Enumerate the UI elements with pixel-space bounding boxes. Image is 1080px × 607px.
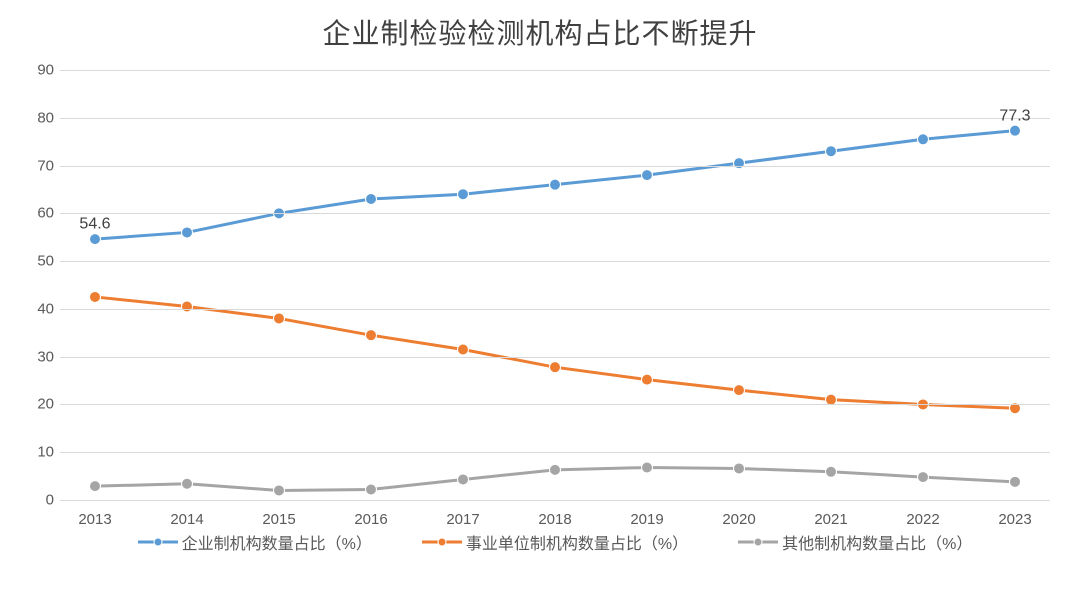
- series-marker: [826, 466, 837, 477]
- series-marker: [1010, 476, 1021, 487]
- grid-line: [60, 261, 1050, 262]
- y-axis-label: 70: [24, 157, 54, 174]
- line-layer: [60, 70, 1050, 500]
- chart-container: 企业制检验检测机构占比不断提升 010203040506070809020132…: [0, 0, 1080, 607]
- series-marker: [642, 374, 653, 385]
- legend-item: 企业制机构数量占比（%）: [138, 530, 372, 554]
- series-marker: [182, 227, 193, 238]
- y-axis-label: 10: [24, 444, 54, 461]
- legend: 企业制机构数量占比（%） 事业单位制机构数量占比（%） 其他制机构数量占比（%）: [60, 530, 1050, 554]
- series-marker: [918, 472, 929, 483]
- series-marker: [734, 158, 745, 169]
- series-marker: [90, 291, 101, 302]
- chart-title: 企业制检验检测机构占比不断提升: [0, 12, 1080, 52]
- series-marker: [826, 146, 837, 157]
- series-marker: [366, 194, 377, 205]
- x-axis-label: 2017: [446, 511, 479, 528]
- legend-swatch: [422, 535, 462, 549]
- series-marker: [458, 344, 469, 355]
- legend-label: 企业制机构数量占比（%）: [182, 530, 372, 554]
- x-axis-label: 2021: [814, 511, 847, 528]
- series-marker: [366, 330, 377, 341]
- y-axis-label: 0: [24, 492, 54, 509]
- y-axis-label: 40: [24, 300, 54, 317]
- y-axis-label: 90: [24, 62, 54, 79]
- series-marker: [182, 478, 193, 489]
- series-marker: [642, 170, 653, 181]
- data-label: 77.3: [999, 107, 1030, 125]
- series-marker: [182, 301, 193, 312]
- data-label: 54.6: [79, 216, 110, 234]
- series-marker: [90, 481, 101, 492]
- series-line: [95, 297, 1015, 408]
- series-marker: [274, 485, 285, 496]
- x-axis-label: 2014: [170, 511, 203, 528]
- y-axis-label: 20: [24, 396, 54, 413]
- legend-label: 其他制机构数量占比（%）: [782, 530, 972, 554]
- series-marker: [734, 463, 745, 474]
- y-axis-label: 50: [24, 253, 54, 270]
- series-marker: [366, 484, 377, 495]
- series-marker: [734, 385, 745, 396]
- y-axis-label: 60: [24, 205, 54, 222]
- grid-line: [60, 166, 1050, 167]
- series-marker: [550, 179, 561, 190]
- legend-item: 事业单位制机构数量占比（%）: [422, 530, 688, 554]
- series-marker: [458, 189, 469, 200]
- x-axis-label: 2018: [538, 511, 571, 528]
- x-axis-label: 2020: [722, 511, 755, 528]
- grid-line: [60, 452, 1050, 453]
- legend-swatch: [138, 535, 178, 549]
- grid-line: [60, 357, 1050, 358]
- series-marker: [642, 462, 653, 473]
- series-marker: [90, 234, 101, 245]
- x-axis-label: 2022: [906, 511, 939, 528]
- series-marker: [918, 134, 929, 145]
- x-axis-label: 2019: [630, 511, 663, 528]
- legend-swatch: [738, 535, 778, 549]
- series-marker: [274, 313, 285, 324]
- grid-line: [60, 70, 1050, 71]
- grid-line: [60, 118, 1050, 119]
- plot-area: 0102030405060708090201320142015201620172…: [60, 70, 1050, 500]
- x-axis-label: 2013: [78, 511, 111, 528]
- y-axis-label: 30: [24, 348, 54, 365]
- grid-line: [60, 213, 1050, 214]
- legend-label: 事业单位制机构数量占比（%）: [466, 530, 688, 554]
- series-marker: [550, 362, 561, 373]
- grid-line: [60, 500, 1050, 501]
- x-axis-label: 2016: [354, 511, 387, 528]
- grid-line: [60, 309, 1050, 310]
- series-marker: [550, 464, 561, 475]
- x-axis-label: 2015: [262, 511, 295, 528]
- y-axis-label: 80: [24, 109, 54, 126]
- series-marker: [1010, 125, 1021, 136]
- series-marker: [458, 474, 469, 485]
- legend-item: 其他制机构数量占比（%）: [738, 530, 972, 554]
- grid-line: [60, 404, 1050, 405]
- x-axis-label: 2023: [998, 511, 1031, 528]
